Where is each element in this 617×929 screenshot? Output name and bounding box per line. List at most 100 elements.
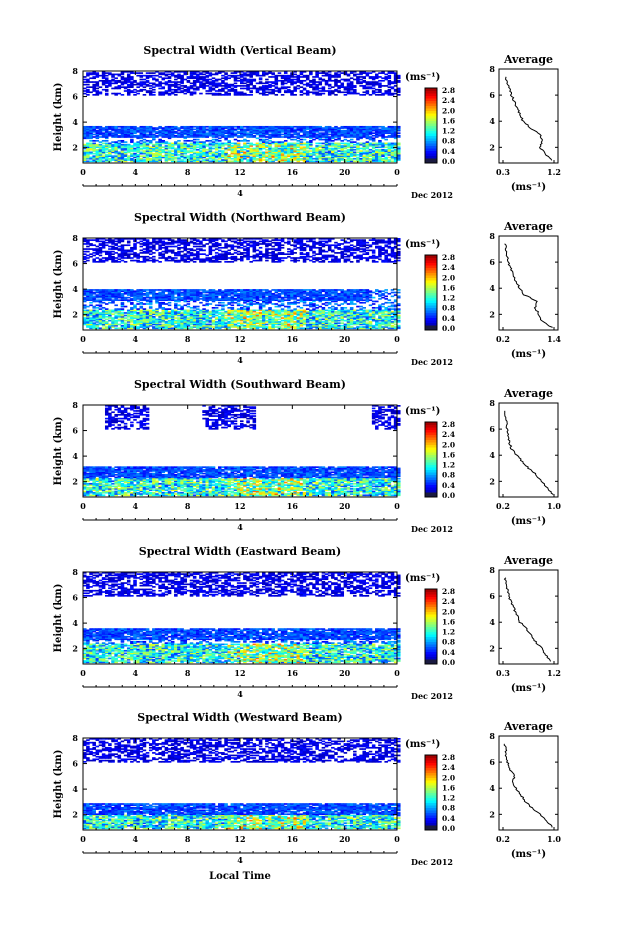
heatmap-cell [98, 86, 103, 89]
heatmap-cell [101, 142, 106, 145]
heatmap-cell [387, 156, 392, 159]
heatmap-cell [111, 240, 115, 243]
heatmap-cell [161, 291, 166, 294]
heatmap-cell [148, 298, 153, 300]
heatmap-cell [101, 77, 106, 80]
heatmap-cell [390, 150, 395, 152]
heatmap-cell [170, 240, 175, 243]
heatmap-cell [196, 74, 200, 77]
heatmap-cell [145, 152, 150, 155]
heatmap-cell [312, 160, 316, 163]
heatmap-cell [299, 128, 304, 131]
heatmap-cell [196, 248, 200, 250]
heatmap-cell [384, 91, 388, 94]
heatmap-cell [95, 313, 100, 316]
heatmap-cell [265, 138, 269, 141]
heatmap-cell [158, 241, 162, 244]
heatmap-cell [117, 289, 122, 291]
heatmap-cell [86, 152, 90, 155]
heatmap-cell [290, 145, 294, 147]
heatmap-cell [208, 72, 213, 74]
heatmap-cell [305, 157, 310, 160]
heatmap-cell [271, 73, 275, 76]
heatmap-cell [243, 125, 247, 128]
heatmap-cell [164, 318, 169, 321]
heatmap-cell [227, 156, 231, 159]
heatmap-cell [205, 254, 209, 257]
heatmap-cell [346, 140, 351, 142]
heatmap-cell [86, 157, 90, 160]
heatmap-cell [283, 76, 288, 78]
heatmap-cell [218, 146, 222, 149]
heatmap-cell [139, 319, 144, 322]
heatmap-cell [268, 154, 272, 156]
heatmap-cell [321, 71, 326, 73]
heatmap-cell [155, 324, 159, 327]
heatmap-cell [136, 289, 140, 291]
heatmap-cell [331, 151, 335, 154]
heatmap-cell [108, 83, 112, 86]
heatmap-cell [196, 138, 200, 141]
heatmap-cell [148, 140, 153, 142]
heatmap-cell [277, 151, 282, 154]
heatmap-cell [136, 309, 140, 312]
heatmap-cell [356, 132, 360, 135]
heatmap-cell [280, 148, 285, 151]
heatmap-cell [390, 81, 395, 83]
heatmap-cell [114, 134, 118, 137]
heatmap-cell [123, 157, 128, 160]
heatmap-cell [309, 127, 313, 129]
heatmap-cell [126, 254, 131, 257]
heatmap-cell [92, 299, 96, 302]
heatmap-cell [309, 141, 313, 143]
heatmap-cell [265, 125, 269, 128]
heatmap-cell [371, 138, 376, 141]
heatmap-cell [371, 83, 376, 86]
heatmap-cell [353, 86, 357, 89]
heatmap-cell [236, 136, 241, 138]
heatmap-cell [126, 327, 131, 330]
heatmap-cell [167, 322, 172, 325]
heatmap-cell [192, 132, 197, 135]
heatmap-cell [368, 145, 373, 147]
heatmap-cell [180, 143, 184, 146]
heatmap-cell [331, 143, 335, 146]
heatmap-cell [180, 239, 184, 241]
heatmap-cell [152, 239, 156, 241]
colorbar-swatch [425, 90, 437, 94]
heatmap-cell [255, 88, 260, 91]
heatmap-cell [186, 156, 191, 159]
heatmap-cell [130, 307, 134, 309]
heatmap-cell [108, 134, 112, 137]
heatmap-cell [164, 238, 169, 240]
heatmap-cell [261, 87, 266, 90]
heatmap-cell [287, 88, 291, 91]
heatmap-cell [158, 257, 162, 259]
heatmap-cell [384, 160, 388, 163]
heatmap-cell [148, 141, 153, 143]
heatmap-cell [384, 152, 388, 155]
heatmap-cell [202, 148, 206, 151]
heatmap-cell [312, 87, 316, 90]
heatmap-cell [164, 315, 169, 318]
heatmap-cell [271, 88, 275, 91]
heatmap-cell [362, 72, 366, 74]
heatmap-cell [108, 292, 112, 295]
heatmap-cell [353, 146, 357, 149]
heatmap-cell [126, 309, 131, 312]
heatmap-cell [340, 150, 345, 152]
heatmap-cell [381, 142, 385, 145]
heatmap-cell [397, 94, 401, 96]
heatmap-cell [356, 147, 360, 150]
heatmap-cell [397, 129, 401, 132]
heatmap-cell [123, 261, 128, 263]
heatmap-cell [397, 79, 401, 82]
heatmap-cell [309, 83, 313, 86]
heatmap-cell [170, 125, 175, 128]
heatmap-cell [240, 78, 244, 81]
heatmap-cell [387, 125, 392, 128]
heatmap-cell [180, 159, 184, 161]
heatmap-cell [114, 142, 118, 145]
heatmap-cell [152, 159, 156, 161]
heatmap-cell [290, 131, 294, 133]
